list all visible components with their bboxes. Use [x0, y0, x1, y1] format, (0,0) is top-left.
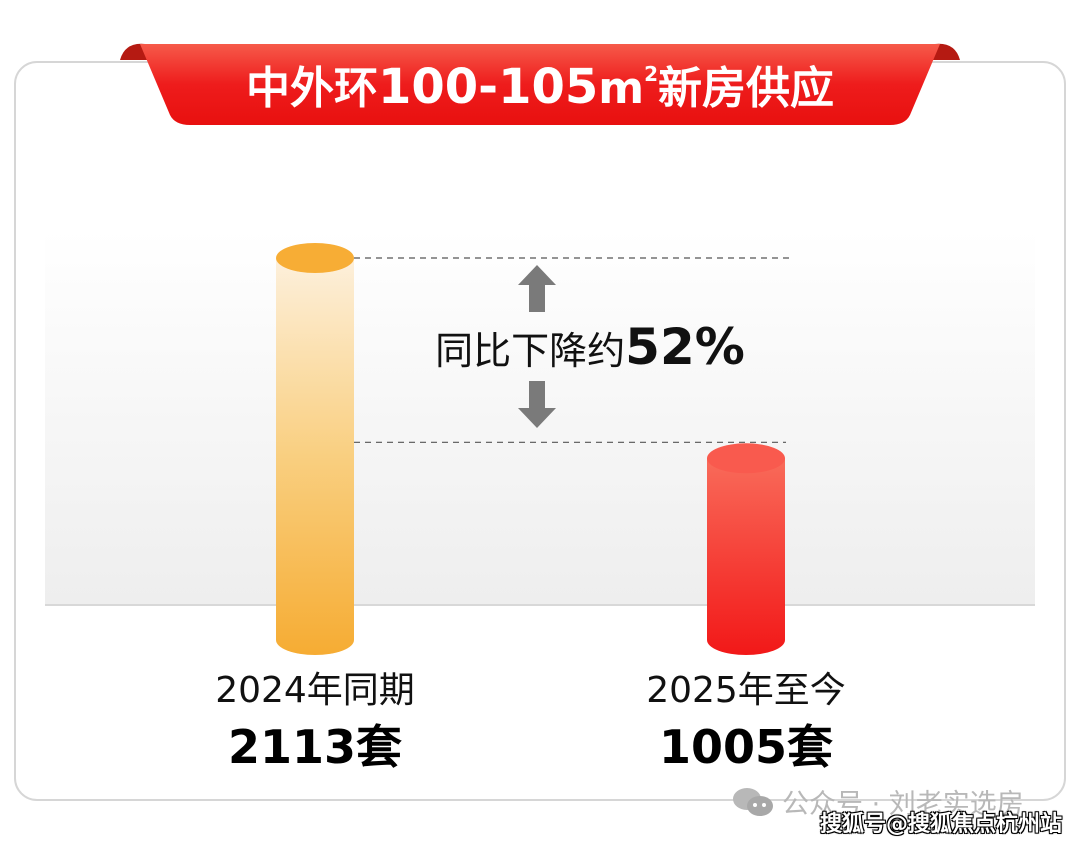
value-label-2025: 1005套: [659, 720, 833, 774]
value-label-2024: 2113套: [228, 720, 402, 774]
title-banner: 中外环100-105m2新房供应: [120, 43, 960, 125]
bar-top-0: [276, 243, 354, 273]
title: 中外环100-105m2新房供应: [246, 59, 834, 115]
wechat-icon: [733, 787, 773, 816]
bar-0: [276, 258, 354, 655]
watermark-account: 公众号 · 刘老实选房: [732, 782, 1024, 821]
arrow-down-icon: [518, 381, 556, 428]
watermark-account-text: 公众号 · 刘老实选房: [782, 789, 1024, 820]
watermark-source: 搜狐号@搜狐焦点杭州站: [820, 812, 1063, 837]
category-label-2025: 2025年至今: [646, 670, 846, 711]
bar-top-1: [707, 443, 785, 474]
arrow-up-icon: [518, 265, 556, 312]
bar-1: [707, 458, 785, 655]
annotation: 同比下降约52%: [435, 318, 745, 376]
category-label-2024: 2024年同期: [215, 670, 415, 711]
